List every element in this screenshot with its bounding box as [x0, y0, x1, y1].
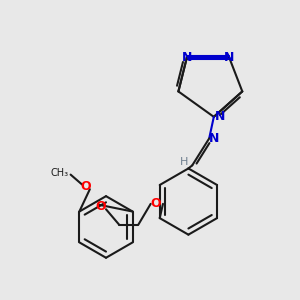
Text: O: O: [81, 180, 91, 194]
Text: CH₃: CH₃: [51, 168, 69, 178]
Text: N: N: [224, 51, 234, 64]
Text: H: H: [180, 157, 189, 166]
Text: N: N: [208, 132, 219, 145]
Text: N: N: [215, 110, 225, 123]
Text: N: N: [182, 51, 192, 64]
Text: O: O: [151, 197, 161, 210]
Text: O: O: [95, 200, 106, 213]
